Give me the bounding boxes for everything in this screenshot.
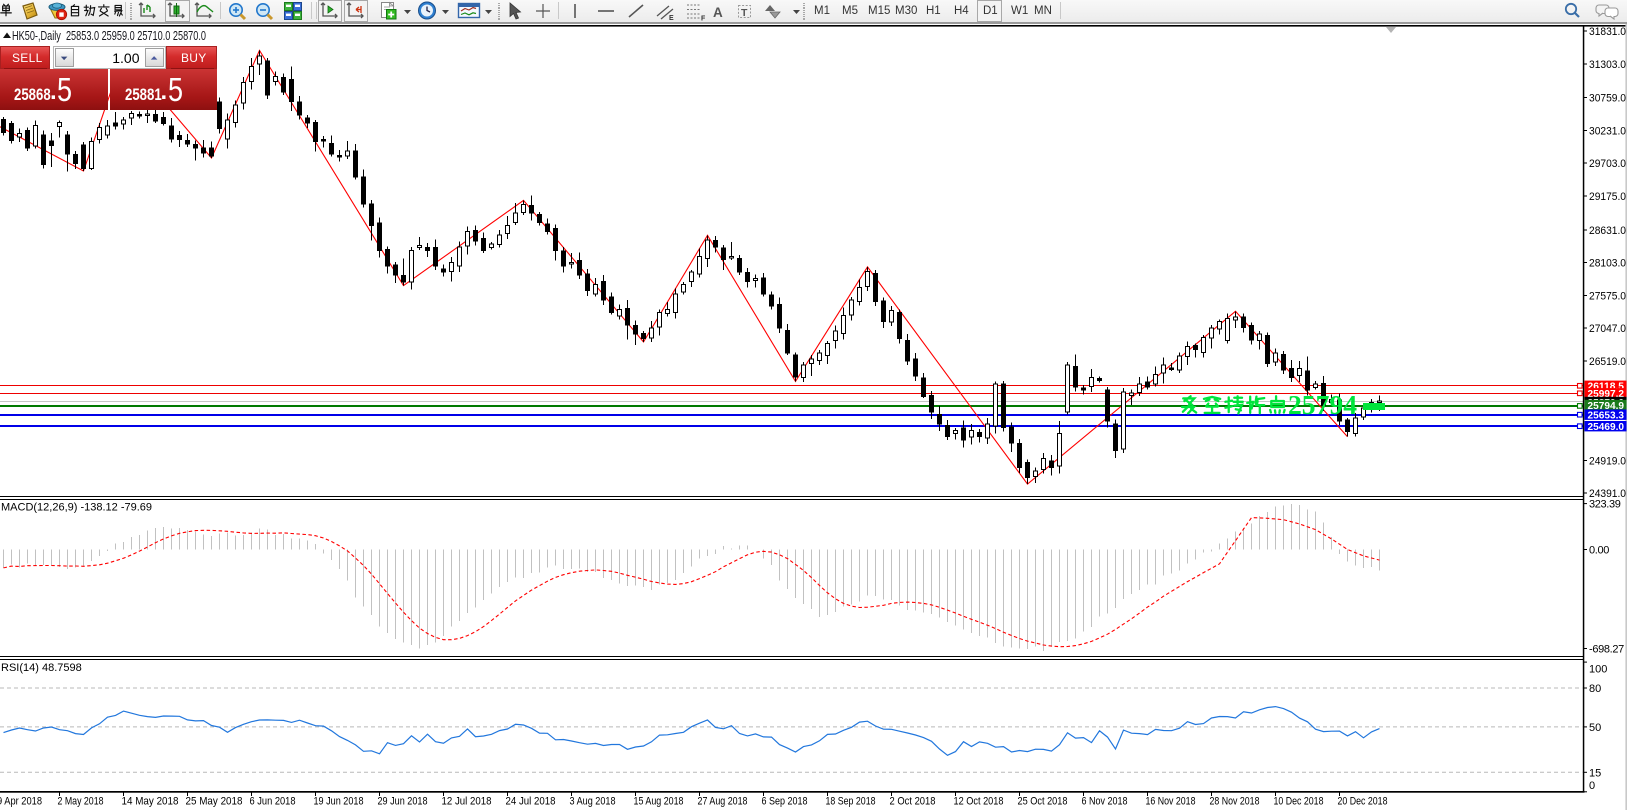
svg-text:29 Jun 2018: 29 Jun 2018 — [378, 796, 428, 808]
svg-text:10 Dec 2018: 10 Dec 2018 — [1274, 796, 1324, 808]
svg-text:28631.0: 28631.0 — [1589, 225, 1626, 237]
svg-text:27575.0: 27575.0 — [1589, 290, 1626, 302]
svg-text:19 Jun 2018: 19 Jun 2018 — [314, 796, 364, 808]
svg-text:50: 50 — [1589, 722, 1601, 734]
svg-text:100: 100 — [1589, 664, 1607, 676]
svg-text:18 Sep 2018: 18 Sep 2018 — [826, 796, 876, 808]
svg-text:323.39: 323.39 — [1589, 499, 1621, 511]
svg-text:29703.0: 29703.0 — [1589, 158, 1626, 170]
svg-text:2 Oct 2018: 2 Oct 2018 — [890, 796, 936, 808]
svg-text:6 Sep 2018: 6 Sep 2018 — [762, 796, 808, 808]
svg-text:30759.0: 30759.0 — [1589, 93, 1626, 105]
svg-text:T: T — [741, 7, 748, 19]
svg-text:F: F — [701, 16, 706, 22]
svg-text:25794.9: 25794.9 — [1588, 400, 1625, 412]
svg-text:25 Oct 2018: 25 Oct 2018 — [1018, 796, 1068, 808]
svg-text:27 Aug 2018: 27 Aug 2018 — [698, 796, 748, 808]
svg-text:12 Oct 2018: 12 Oct 2018 — [954, 796, 1004, 808]
svg-text:20 Dec 2018: 20 Dec 2018 — [1338, 796, 1388, 808]
svg-text:31831.0: 31831.0 — [1589, 26, 1626, 38]
svg-text:RSI(14) 48.7598: RSI(14) 48.7598 — [1, 662, 82, 674]
svg-text:26519.0: 26519.0 — [1589, 356, 1626, 368]
svg-text:6 Jun 2018: 6 Jun 2018 — [250, 796, 296, 808]
svg-text:A: A — [713, 5, 723, 20]
svg-text:0: 0 — [1589, 780, 1595, 792]
svg-text:80: 80 — [1589, 683, 1601, 695]
svg-text:6 Nov 2018: 6 Nov 2018 — [1082, 796, 1128, 808]
svg-text:28 Nov 2018: 28 Nov 2018 — [1210, 796, 1260, 808]
svg-text:24919.0: 24919.0 — [1589, 455, 1626, 467]
svg-text:9 Apr 2018: 9 Apr 2018 — [0, 796, 42, 808]
svg-text:HK50-,Daily 25853.0 25959.0 2: HK50-,Daily 25853.0 25959.0 25710.0 2587… — [12, 29, 206, 43]
svg-text:2 May 2018: 2 May 2018 — [58, 796, 104, 808]
svg-text:27047.0: 27047.0 — [1589, 323, 1626, 335]
svg-text:MACD(12,26,9) -138.12 -79.69: MACD(12,26,9) -138.12 -79.69 — [1, 502, 152, 514]
svg-text:29175.0: 29175.0 — [1589, 191, 1626, 203]
svg-text:24 Jul 2018: 24 Jul 2018 — [506, 796, 556, 808]
svg-text:25 May 2018: 25 May 2018 — [186, 796, 243, 808]
svg-text:24391.0: 24391.0 — [1589, 488, 1626, 500]
svg-text:28103.0: 28103.0 — [1589, 258, 1626, 270]
svg-text:12 Jul 2018: 12 Jul 2018 — [442, 796, 492, 808]
svg-text:31303.0: 31303.0 — [1589, 59, 1626, 71]
svg-text:15 Aug 2018: 15 Aug 2018 — [634, 796, 684, 808]
svg-text:3 Aug 2018: 3 Aug 2018 — [570, 796, 616, 808]
svg-text:-698.27: -698.27 — [1589, 644, 1624, 656]
svg-text:E: E — [669, 15, 674, 21]
svg-text:16 Nov 2018: 16 Nov 2018 — [1146, 796, 1196, 808]
svg-text:15: 15 — [1589, 767, 1601, 779]
svg-text:25653.3: 25653.3 — [1588, 410, 1625, 422]
svg-text:0.00: 0.00 — [1589, 545, 1609, 557]
svg-text:14 May 2018: 14 May 2018 — [122, 796, 179, 808]
svg-text:30231.0: 30231.0 — [1589, 125, 1626, 137]
svg-text:25469.0: 25469.0 — [1588, 421, 1625, 433]
svg-text:25794: 25794 — [1288, 390, 1357, 420]
